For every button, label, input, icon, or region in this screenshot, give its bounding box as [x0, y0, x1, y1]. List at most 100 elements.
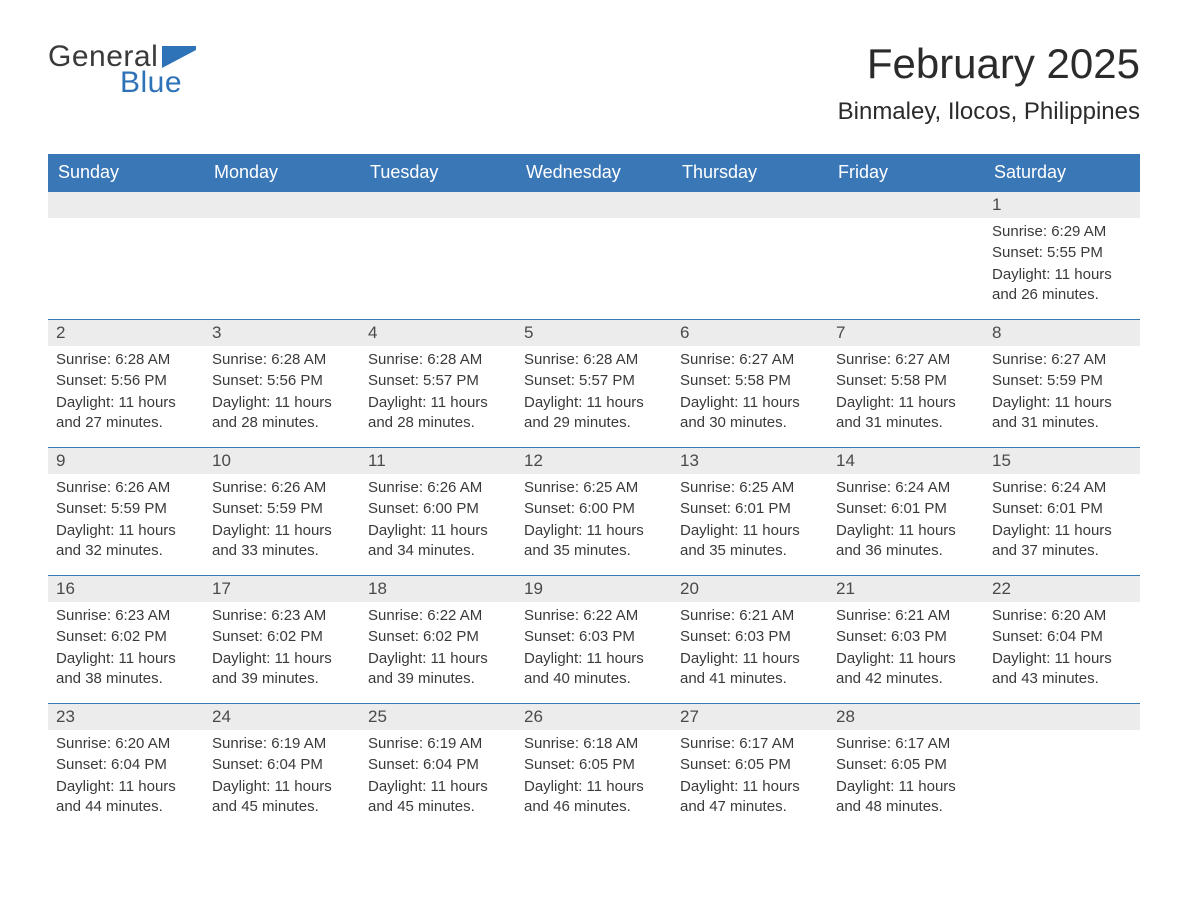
day-details: Sunrise: 6:28 AMSunset: 5:57 PMDaylight:…: [360, 346, 516, 442]
daylight-line: Daylight: 11 hours and 31 minutes.: [992, 393, 1132, 434]
sunset-line: Sunset: 5:55 PM: [992, 243, 1132, 263]
sunrise-line: Sunrise: 6:28 AM: [368, 350, 508, 370]
daylight-line: Daylight: 11 hours and 33 minutes.: [212, 521, 352, 562]
day-details: Sunrise: 6:28 AMSunset: 5:57 PMDaylight:…: [516, 346, 672, 442]
calendar-cell: [828, 192, 984, 320]
sunset-line: Sunset: 5:59 PM: [992, 371, 1132, 391]
daylight-line: Daylight: 11 hours and 35 minutes.: [680, 521, 820, 562]
sunset-line: Sunset: 6:05 PM: [680, 755, 820, 775]
calendar-cell: 7Sunrise: 6:27 AMSunset: 5:58 PMDaylight…: [828, 320, 984, 448]
day-details: Sunrise: 6:18 AMSunset: 6:05 PMDaylight:…: [516, 730, 672, 826]
sunrise-line: Sunrise: 6:23 AM: [212, 606, 352, 626]
weekday-header: Friday: [828, 154, 984, 192]
sunrise-line: Sunrise: 6:22 AM: [368, 606, 508, 626]
daylight-line: Daylight: 11 hours and 42 minutes.: [836, 649, 976, 690]
sunset-line: Sunset: 6:01 PM: [680, 499, 820, 519]
day-details: Sunrise: 6:22 AMSunset: 6:03 PMDaylight:…: [516, 602, 672, 698]
sunrise-line: Sunrise: 6:21 AM: [836, 606, 976, 626]
day-number: 6: [672, 320, 828, 346]
day-details: Sunrise: 6:25 AMSunset: 6:01 PMDaylight:…: [672, 474, 828, 570]
sunset-line: Sunset: 5:59 PM: [56, 499, 196, 519]
sunrise-line: Sunrise: 6:19 AM: [368, 734, 508, 754]
calendar-cell: 5Sunrise: 6:28 AMSunset: 5:57 PMDaylight…: [516, 320, 672, 448]
day-number: 16: [48, 576, 204, 602]
sunrise-line: Sunrise: 6:29 AM: [992, 222, 1132, 242]
day-number: [828, 192, 984, 218]
day-number: 27: [672, 704, 828, 730]
sunrise-line: Sunrise: 6:20 AM: [56, 734, 196, 754]
calendar-cell: 3Sunrise: 6:28 AMSunset: 5:56 PMDaylight…: [204, 320, 360, 448]
day-details: Sunrise: 6:23 AMSunset: 6:02 PMDaylight:…: [48, 602, 204, 698]
day-number: [984, 704, 1140, 730]
day-number: 28: [828, 704, 984, 730]
day-number: 11: [360, 448, 516, 474]
day-number: [360, 192, 516, 218]
daylight-line: Daylight: 11 hours and 39 minutes.: [368, 649, 508, 690]
daylight-line: Daylight: 11 hours and 48 minutes.: [836, 777, 976, 818]
calendar-cell: 2Sunrise: 6:28 AMSunset: 5:56 PMDaylight…: [48, 320, 204, 448]
calendar-cell: 11Sunrise: 6:26 AMSunset: 6:00 PMDayligh…: [360, 448, 516, 576]
daylight-line: Daylight: 11 hours and 29 minutes.: [524, 393, 664, 434]
daylight-line: Daylight: 11 hours and 36 minutes.: [836, 521, 976, 562]
sunrise-line: Sunrise: 6:17 AM: [836, 734, 976, 754]
day-details: Sunrise: 6:24 AMSunset: 6:01 PMDaylight:…: [828, 474, 984, 570]
day-details: Sunrise: 6:26 AMSunset: 6:00 PMDaylight:…: [360, 474, 516, 570]
day-number: 3: [204, 320, 360, 346]
day-number: 9: [48, 448, 204, 474]
page-title: February 2025: [838, 40, 1140, 88]
day-details: Sunrise: 6:28 AMSunset: 5:56 PMDaylight:…: [48, 346, 204, 442]
day-details: Sunrise: 6:17 AMSunset: 6:05 PMDaylight:…: [672, 730, 828, 826]
sunset-line: Sunset: 5:56 PM: [212, 371, 352, 391]
calendar-table: SundayMondayTuesdayWednesdayThursdayFrid…: [48, 154, 1140, 832]
sunrise-line: Sunrise: 6:24 AM: [836, 478, 976, 498]
header: General Blue February 2025 Binmaley, Ilo…: [48, 40, 1140, 126]
sunset-line: Sunset: 6:00 PM: [524, 499, 664, 519]
day-number: [204, 192, 360, 218]
logo: General Blue: [48, 40, 196, 100]
weekday-header: Monday: [204, 154, 360, 192]
calendar-cell: 24Sunrise: 6:19 AMSunset: 6:04 PMDayligh…: [204, 704, 360, 832]
day-number: 4: [360, 320, 516, 346]
calendar-cell: 23Sunrise: 6:20 AMSunset: 6:04 PMDayligh…: [48, 704, 204, 832]
day-number: 18: [360, 576, 516, 602]
calendar-cell: 14Sunrise: 6:24 AMSunset: 6:01 PMDayligh…: [828, 448, 984, 576]
day-details: Sunrise: 6:21 AMSunset: 6:03 PMDaylight:…: [672, 602, 828, 698]
sunset-line: Sunset: 6:00 PM: [368, 499, 508, 519]
day-details: Sunrise: 6:24 AMSunset: 6:01 PMDaylight:…: [984, 474, 1140, 570]
sunrise-line: Sunrise: 6:27 AM: [836, 350, 976, 370]
sunrise-line: Sunrise: 6:20 AM: [992, 606, 1132, 626]
sunset-line: Sunset: 5:56 PM: [56, 371, 196, 391]
daylight-line: Daylight: 11 hours and 39 minutes.: [212, 649, 352, 690]
day-number: [48, 192, 204, 218]
daylight-line: Daylight: 11 hours and 27 minutes.: [56, 393, 196, 434]
sunrise-line: Sunrise: 6:28 AM: [56, 350, 196, 370]
day-number: 15: [984, 448, 1140, 474]
daylight-line: Daylight: 11 hours and 28 minutes.: [212, 393, 352, 434]
daylight-line: Daylight: 11 hours and 35 minutes.: [524, 521, 664, 562]
sunset-line: Sunset: 6:01 PM: [836, 499, 976, 519]
day-number: 24: [204, 704, 360, 730]
daylight-line: Daylight: 11 hours and 43 minutes.: [992, 649, 1132, 690]
day-number: 10: [204, 448, 360, 474]
calendar-cell: 15Sunrise: 6:24 AMSunset: 6:01 PMDayligh…: [984, 448, 1140, 576]
calendar-cell: [984, 704, 1140, 832]
day-details: Sunrise: 6:29 AMSunset: 5:55 PMDaylight:…: [984, 218, 1140, 314]
day-number: 2: [48, 320, 204, 346]
sunset-line: Sunset: 6:04 PM: [992, 627, 1132, 647]
calendar-cell: 13Sunrise: 6:25 AMSunset: 6:01 PMDayligh…: [672, 448, 828, 576]
day-details: Sunrise: 6:20 AMSunset: 6:04 PMDaylight:…: [984, 602, 1140, 698]
daylight-line: Daylight: 11 hours and 40 minutes.: [524, 649, 664, 690]
calendar-week-row: 2Sunrise: 6:28 AMSunset: 5:56 PMDaylight…: [48, 320, 1140, 448]
calendar-cell: 8Sunrise: 6:27 AMSunset: 5:59 PMDaylight…: [984, 320, 1140, 448]
day-number: 20: [672, 576, 828, 602]
calendar-cell: 10Sunrise: 6:26 AMSunset: 5:59 PMDayligh…: [204, 448, 360, 576]
sunset-line: Sunset: 5:59 PM: [212, 499, 352, 519]
daylight-line: Daylight: 11 hours and 32 minutes.: [56, 521, 196, 562]
day-number: 14: [828, 448, 984, 474]
calendar-cell: 17Sunrise: 6:23 AMSunset: 6:02 PMDayligh…: [204, 576, 360, 704]
calendar-cell: 4Sunrise: 6:28 AMSunset: 5:57 PMDaylight…: [360, 320, 516, 448]
weekday-header: Sunday: [48, 154, 204, 192]
calendar-cell: 16Sunrise: 6:23 AMSunset: 6:02 PMDayligh…: [48, 576, 204, 704]
sunrise-line: Sunrise: 6:25 AM: [524, 478, 664, 498]
calendar-cell: [516, 192, 672, 320]
